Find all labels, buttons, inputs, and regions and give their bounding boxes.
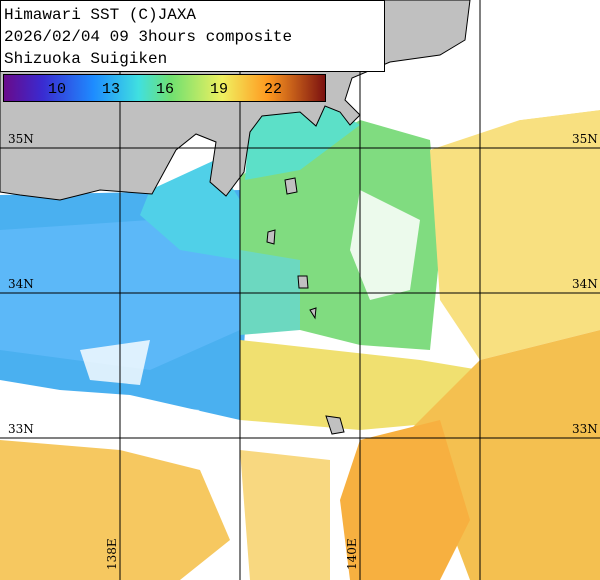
lat-label: 35N bbox=[572, 132, 598, 146]
colorbar-tick-label: 13 bbox=[102, 81, 120, 98]
lat-label: 33N bbox=[8, 422, 34, 436]
colorbar-tick-label: 19 bbox=[210, 81, 228, 98]
colorbar-ticks: 10 13 16 19 22 bbox=[48, 81, 282, 98]
header-line: 2026/02/04 09 3hours composite bbox=[4, 28, 292, 46]
header-line: Himawari SST (C)JAXA bbox=[4, 6, 196, 24]
colorbar-tick-label: 22 bbox=[264, 81, 282, 98]
lat-label: 34N bbox=[8, 277, 34, 291]
colorbar-tick-label: 16 bbox=[156, 81, 174, 98]
header-box bbox=[0, 0, 385, 72]
lon-label: 138E bbox=[105, 538, 119, 570]
lat-label: 35N bbox=[8, 132, 34, 146]
colorbar bbox=[3, 74, 326, 102]
header-line: Shizuoka Suigiken bbox=[4, 50, 167, 68]
lat-label: 33N bbox=[572, 422, 598, 436]
colorbar-tick-label: 10 bbox=[48, 81, 66, 98]
lon-label: 140E bbox=[345, 538, 359, 570]
lat-label: 34N bbox=[572, 277, 598, 291]
